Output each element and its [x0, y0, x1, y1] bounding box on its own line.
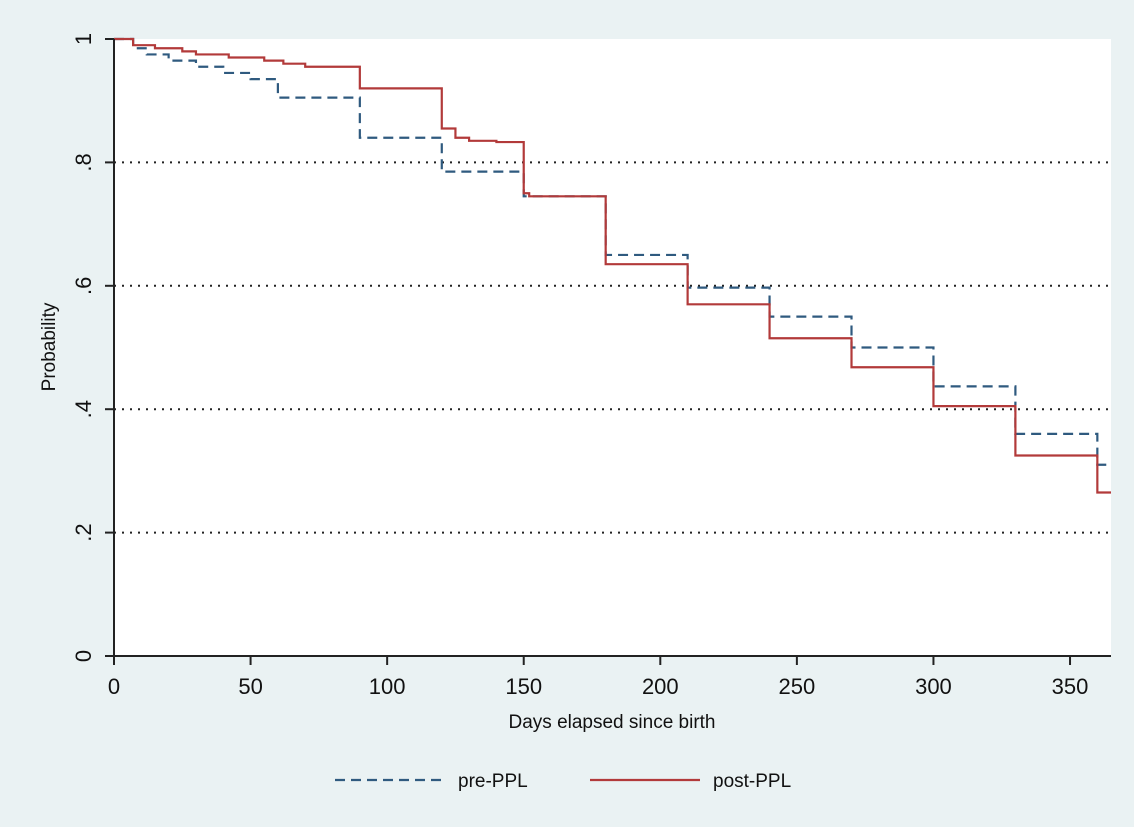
y-tick-label-2: .4	[71, 400, 96, 418]
axis-layer: 0 .2 .4 .6 .8 1 0 50 100 150 200 250 300 350	[71, 33, 1111, 699]
x-tick-label-3: 150	[505, 674, 542, 699]
legend: pre-PPL post-PPL	[335, 771, 791, 792]
legend-label-post-ppl: post-PPL	[713, 771, 791, 792]
y-tick-label-4: .8	[71, 153, 96, 171]
series-line-post-ppl	[114, 37, 1111, 494]
x-tick-label-6: 300	[915, 674, 952, 699]
x-tick-label-5: 250	[779, 674, 816, 699]
x-tick-label-1: 50	[238, 674, 262, 699]
y-axis-title: Probability	[39, 302, 60, 391]
y-tick-label-0: 0	[71, 650, 96, 662]
plot-area	[114, 39, 1111, 656]
x-tick-label-4: 200	[642, 674, 679, 699]
y-tick-label-3: .6	[71, 277, 96, 295]
y-tick-label-1: .2	[71, 523, 96, 541]
x-tick-label-7: 350	[1052, 674, 1089, 699]
x-tick-label-0: 0	[108, 674, 120, 699]
legend-label-pre-ppl: pre-PPL	[458, 771, 528, 792]
series-layer	[114, 37, 1111, 494]
y-tick-label-5: 1	[71, 33, 96, 45]
x-axis-title: Days elapsed since birth	[509, 712, 716, 733]
x-tick-label-2: 100	[369, 674, 406, 699]
